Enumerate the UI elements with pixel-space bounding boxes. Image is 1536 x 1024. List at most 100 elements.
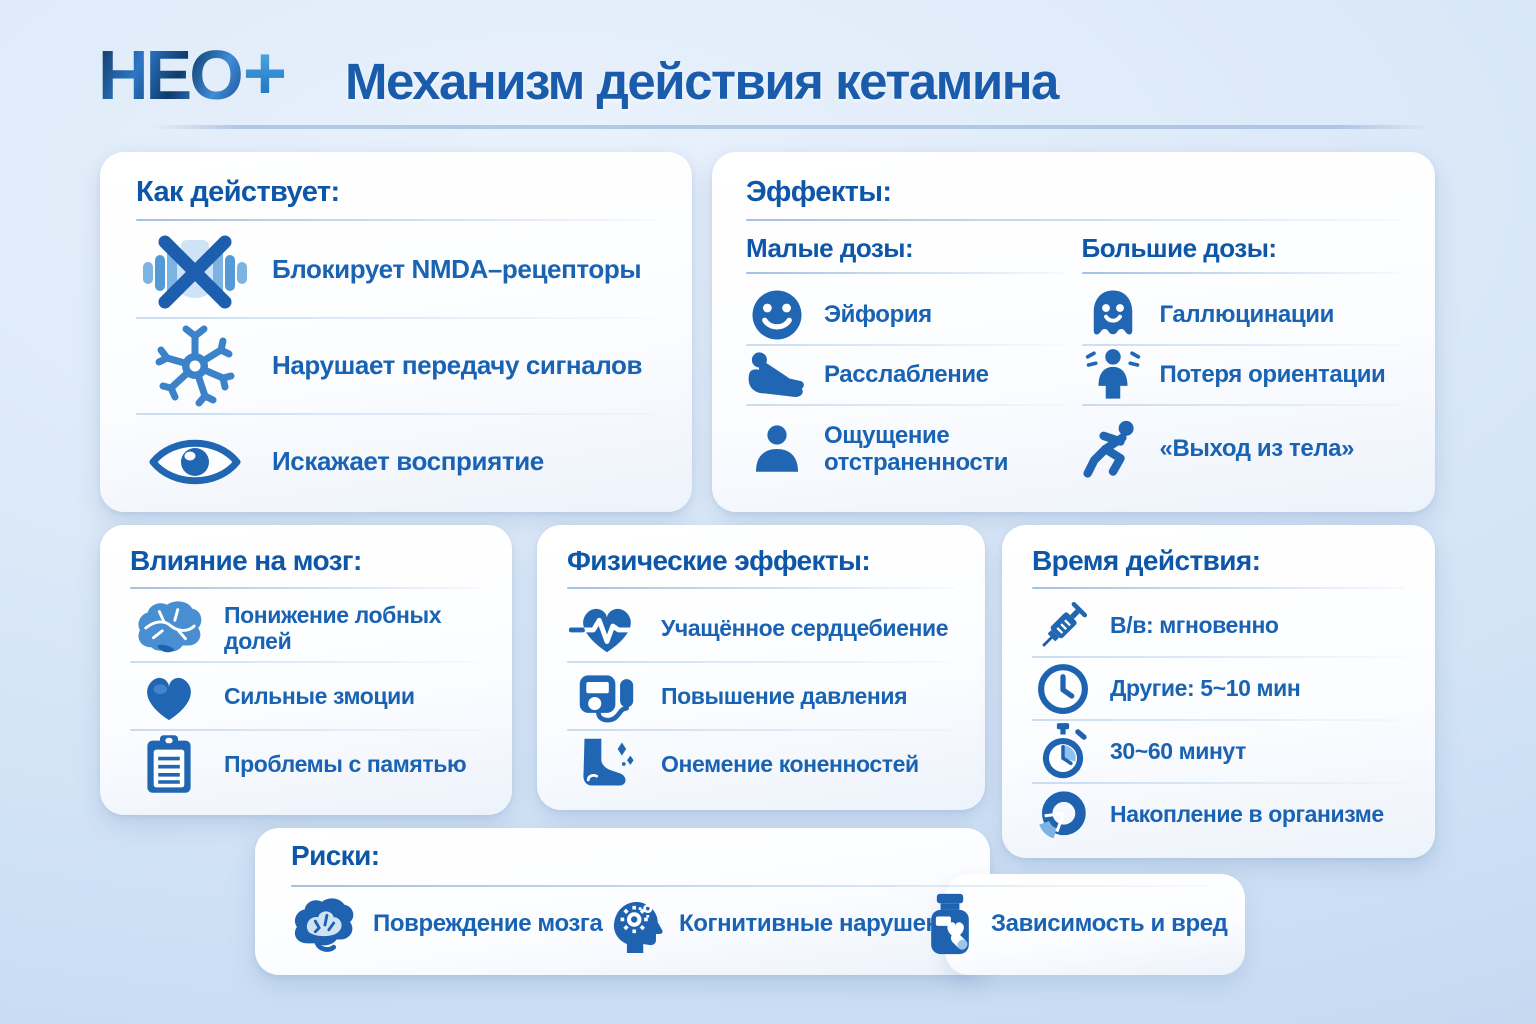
list-item: Ощущение отстраненности [746, 406, 1066, 492]
list-item: Зависимость и вред [923, 888, 1228, 960]
accumulation-chart-icon [1032, 787, 1094, 843]
list-item: Накопление в организме [1032, 784, 1405, 845]
damaged-brain-icon [289, 895, 359, 953]
logo-text: НЕО [98, 36, 244, 114]
row-divider [746, 344, 1066, 346]
risks-card-background [255, 828, 990, 975]
pill-bottle-icon [923, 892, 977, 956]
stopwatch-icon [1032, 721, 1094, 783]
item-label: Нарушает передачу сигналов [272, 350, 643, 381]
card-duration: Время действия: В/в [1002, 525, 1435, 858]
item-label: Другие: 5~10 мин [1110, 675, 1301, 702]
item-label: Учащённое сердцебиение [661, 614, 949, 641]
title-underline [567, 587, 955, 589]
eye-icon [136, 429, 254, 495]
item-label: Расслабление [824, 361, 989, 389]
item-label: Онемение коненностей [661, 750, 919, 777]
item-label: Накопление в организме [1110, 801, 1384, 828]
card-title: Эффекты: [746, 176, 892, 208]
title-underline [136, 219, 656, 221]
brain-icon [130, 597, 208, 659]
list-item: Учащённое сердцебиение [567, 595, 955, 661]
ghost-icon [1082, 287, 1144, 343]
item-label: Галлюцинации [1159, 301, 1335, 329]
card-title: Физические эффекты: [567, 545, 871, 576]
list-item: Нарушает передачу сигналов [136, 319, 656, 413]
card-effects: Эффекты: Малые дозы: [712, 152, 1435, 512]
row-divider [1081, 404, 1401, 406]
item-label: Искажает восприятие [272, 446, 544, 477]
row-divider [567, 729, 955, 731]
item-label: Сильные змоции [224, 682, 415, 709]
row-divider [567, 661, 955, 663]
item-label: В/в: мгновенно [1110, 612, 1279, 639]
column-title: Малые дозы: [746, 233, 914, 263]
row-divider [130, 661, 482, 663]
list-item: В/в: мгновенно [1032, 595, 1405, 656]
list-item: «Выход из тела» [1082, 406, 1402, 492]
logo-plus-icon: + [242, 31, 288, 116]
person-icon [746, 420, 808, 478]
item-label: Проблемы с памятью [224, 750, 467, 777]
list-item: Эйфория [746, 286, 1066, 344]
column-underline [746, 272, 1066, 274]
item-label: 30~60 минут [1110, 738, 1246, 765]
card-risks: Риски: Повреждение мозга [255, 828, 1245, 975]
column-underline [1081, 272, 1401, 274]
item-label: Зависимость и вред [991, 910, 1228, 938]
card-brain-influence: Влияние на мозг: Понижение лобных доле [100, 525, 512, 815]
card-title: Как действует: [136, 176, 340, 208]
clock-icon [1032, 661, 1094, 717]
list-item: Галлюцинации [1082, 286, 1402, 344]
item-label: Понижение лобных долей [224, 601, 442, 654]
item-label: Эйфория [824, 301, 932, 329]
column-title: Большие дозы: [1081, 233, 1278, 263]
clipboard-icon [130, 733, 208, 795]
card-title: Время действия: [1032, 545, 1261, 576]
row-divider [1081, 344, 1401, 346]
disoriented-person-icon [1082, 346, 1144, 404]
head-gears-icon [607, 892, 665, 956]
large-doses-column: Большие дозы: Галлюцинации [1081, 233, 1402, 492]
page-title: Механизм действия кетамина [345, 53, 1059, 110]
ekg-heart-icon [567, 598, 645, 658]
row-divider [136, 317, 656, 319]
list-item: Повреждение мозга [289, 888, 603, 960]
card-how-it-works: Как действует: Бло [100, 152, 692, 512]
list-item: Расслабление [746, 346, 1066, 404]
item-label: Повышение давления [661, 682, 908, 709]
small-doses-column: Малые дозы: Эйфория [746, 233, 1066, 492]
smiley-icon [746, 287, 808, 343]
list-item: Искажает восприятие [136, 415, 656, 509]
card-title: Риски: [291, 840, 380, 871]
heart-icon [130, 668, 208, 724]
syringe-icon [1032, 597, 1094, 655]
list-item: Онемение коненностей [567, 731, 955, 797]
list-item: Сильные змоции [130, 663, 482, 729]
title-underline [130, 587, 482, 589]
header-divider [150, 125, 1430, 129]
list-item: Проблемы с памятью [130, 731, 482, 797]
neo-plus-logo: НЕО + [98, 36, 287, 112]
title-underline [291, 885, 1211, 887]
item-label: Ощущение отстраненности [824, 421, 1009, 476]
relaxing-person-icon [746, 346, 808, 404]
title-underline [746, 219, 1401, 221]
list-item: 30~60 минут [1032, 721, 1405, 782]
list-item: Потеря ориентации [1082, 346, 1402, 404]
title-underline [1032, 587, 1405, 589]
row-divider [1032, 719, 1405, 721]
list-item: Когнитивные нарушения [607, 888, 968, 960]
numb-foot-icon [567, 735, 645, 793]
blocked-receptor-icon [136, 228, 254, 312]
card-physical-effects: Физические эффекты: Учащённое сердцебиен… [537, 525, 985, 810]
item-label: Блокирует NMDA–рецепторы [272, 254, 642, 285]
item-label: «Выход из тела» [1159, 435, 1355, 463]
card-title: Влияние на мозг: [130, 545, 362, 576]
list-item: Понижение лобных долей [130, 595, 482, 661]
list-item: Блокирует NMDA–рецепторы [136, 223, 656, 317]
row-divider [1032, 656, 1405, 658]
item-label: Потеря ориентации [1159, 361, 1386, 389]
item-label: Повреждение мозга [373, 910, 603, 938]
